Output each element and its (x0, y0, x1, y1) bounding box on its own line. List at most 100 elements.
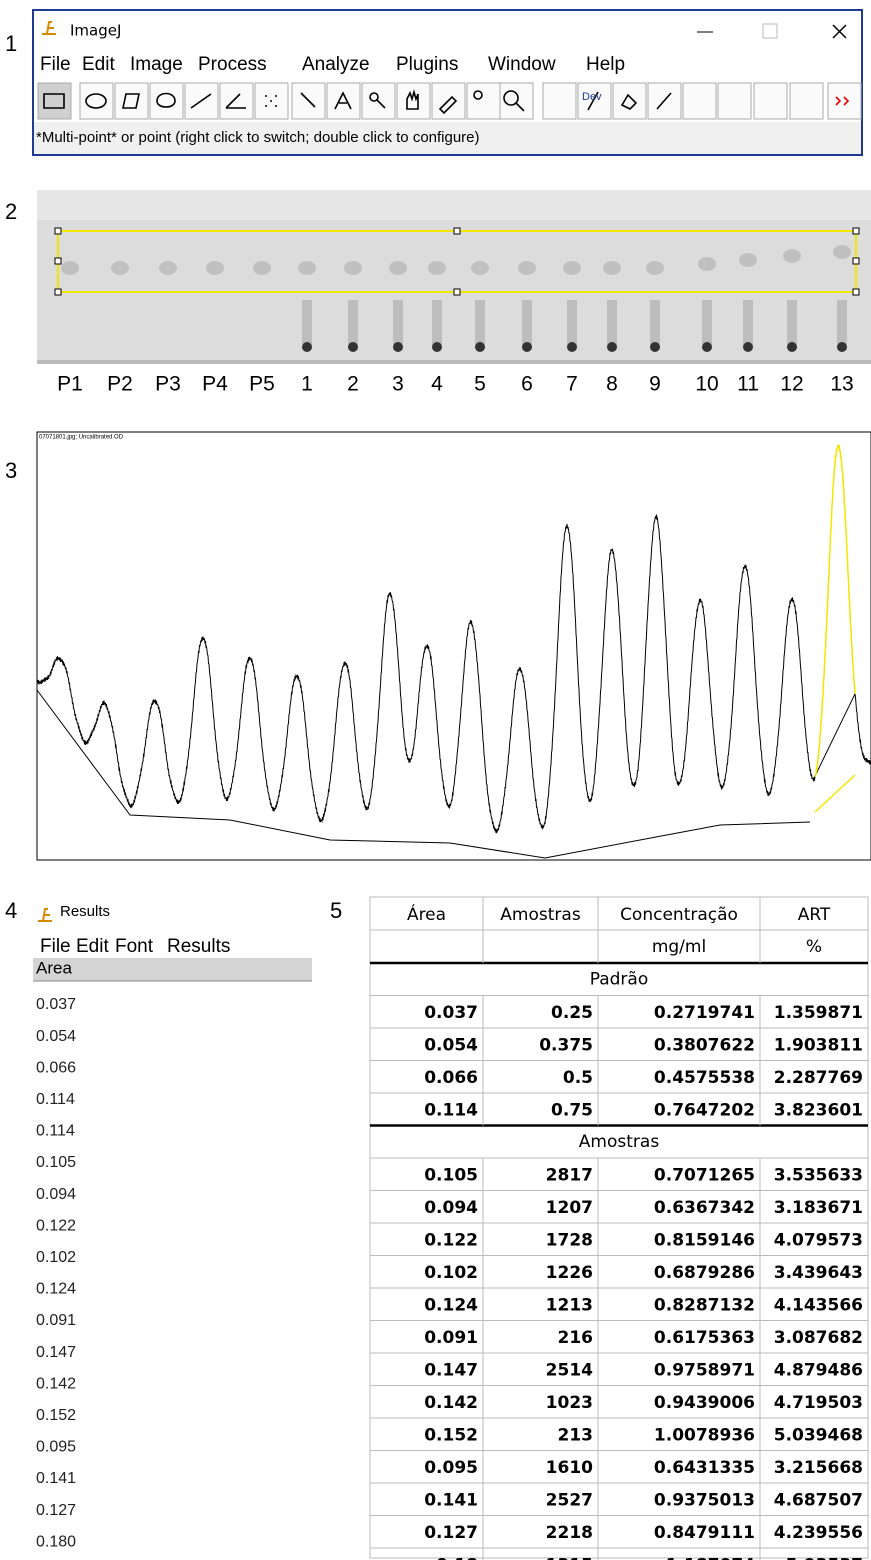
table-cell: 0.105 (424, 1165, 478, 1185)
tool-button[interactable] (79, 82, 114, 120)
button-frame (114, 82, 149, 120)
table-cell: 4.719503 (774, 1393, 863, 1413)
spot (253, 261, 271, 275)
table-cell: 0.9758971 (654, 1360, 755, 1380)
table-cell: 0.122 (424, 1230, 478, 1250)
menu-item[interactable]: Help (586, 54, 625, 75)
results-header-bg (33, 958, 312, 981)
lane-label: 6 (521, 373, 533, 396)
tool-button[interactable] (789, 82, 824, 120)
menu-item[interactable]: Edit (82, 54, 115, 75)
tool-button[interactable] (184, 82, 219, 120)
tool-icon (587, 91, 599, 111)
table-cell: 0.054 (424, 1035, 478, 1055)
button-frame (396, 82, 431, 120)
origin-spot (432, 342, 442, 352)
menu-item[interactable]: Image (130, 54, 183, 75)
table-cell: 1023 (546, 1393, 593, 1413)
tool-button[interactable] (114, 82, 149, 120)
table-cell: 216 (558, 1328, 594, 1348)
tool-button[interactable] (682, 82, 717, 120)
close-button[interactable] (832, 24, 847, 39)
origin-spot (743, 342, 753, 352)
lane-label: 12 (780, 373, 803, 396)
tool-button[interactable] (219, 82, 254, 120)
tool-button[interactable] (647, 82, 682, 120)
tool-icon (473, 90, 483, 100)
table-cell: 0.6175363 (654, 1328, 755, 1348)
tool-button[interactable] (361, 82, 396, 120)
menu-item[interactable]: Plugins (396, 54, 458, 75)
table-cell: 1.903811 (774, 1035, 863, 1055)
tool-icon (334, 91, 352, 110)
result-value: 0.095 (36, 1439, 76, 1456)
table-cell: 0.375 (539, 1035, 593, 1055)
table-cell: 0.124 (424, 1295, 478, 1315)
button-frame (827, 82, 862, 120)
table-cell: 0.7647202 (654, 1100, 755, 1120)
lane-label: 10 (695, 373, 718, 396)
table-cell: 5.93537 (786, 1555, 863, 1560)
tool-button[interactable] (291, 82, 326, 120)
tool-button[interactable] (149, 82, 184, 120)
streak (743, 300, 753, 345)
table-cell: 1213 (546, 1295, 593, 1315)
tool-icon (85, 93, 107, 109)
tool-button[interactable] (396, 82, 431, 120)
tool-button[interactable] (499, 82, 534, 120)
menu-item[interactable]: File (40, 54, 71, 75)
tool-button[interactable] (326, 82, 361, 120)
streak (302, 300, 312, 345)
tool-icon (620, 93, 638, 110)
origin-spot (475, 342, 485, 352)
tool-button[interactable] (717, 82, 752, 120)
button-frame (37, 82, 72, 120)
button-frame (753, 82, 788, 120)
menu-item[interactable]: Process (198, 54, 267, 75)
table-unit: mg/ml (652, 937, 706, 957)
tool-button[interactable] (827, 82, 862, 120)
roi-handle (852, 257, 860, 265)
spot (646, 261, 664, 275)
table-cell: 2817 (546, 1165, 593, 1185)
tool-button[interactable] (254, 82, 289, 120)
menu-item[interactable]: Font (115, 936, 154, 957)
result-value: 0.127 (36, 1502, 76, 1519)
table-cell: 3.183671 (774, 1198, 863, 1218)
lane-label: 7 (566, 373, 578, 396)
spot (298, 261, 316, 275)
menu-item[interactable]: Results (167, 936, 230, 957)
roi-handle (852, 227, 860, 235)
streak (393, 300, 403, 345)
menu-item[interactable]: File (40, 936, 71, 957)
tool-button[interactable] (577, 82, 612, 120)
menu-item[interactable]: Window (488, 54, 556, 75)
result-value: 0.141 (36, 1470, 76, 1487)
button-frame (361, 82, 396, 120)
result-value: 0.180 (36, 1533, 76, 1550)
table-cell: 0.18 (436, 1555, 478, 1560)
button-frame (542, 82, 577, 120)
lane-label: P3 (155, 373, 181, 396)
table-cell: 0.094 (424, 1198, 478, 1218)
table-cell: 4.879486 (774, 1360, 863, 1380)
table-cell: 0.141 (424, 1490, 478, 1510)
table-cell: 2218 (546, 1523, 593, 1543)
table-cell: 0.127 (424, 1523, 478, 1543)
button-frame (219, 82, 254, 120)
result-value: 0.147 (36, 1344, 76, 1361)
tool-button[interactable] (753, 82, 788, 120)
tool-button[interactable] (37, 82, 72, 120)
tool-button[interactable] (612, 82, 647, 120)
streak (837, 300, 847, 345)
table-cell: 1207 (546, 1198, 593, 1218)
menu-item[interactable]: Analyze (302, 54, 370, 75)
menu-item[interactable]: Edit (76, 936, 109, 957)
tool-button[interactable] (431, 82, 466, 120)
roi-handle (54, 257, 62, 265)
tool-button[interactable] (542, 82, 577, 120)
tool-button[interactable] (466, 82, 501, 120)
origin-spot (787, 342, 797, 352)
maximize-button[interactable] (762, 23, 778, 39)
lane-label: 1 (301, 373, 313, 396)
